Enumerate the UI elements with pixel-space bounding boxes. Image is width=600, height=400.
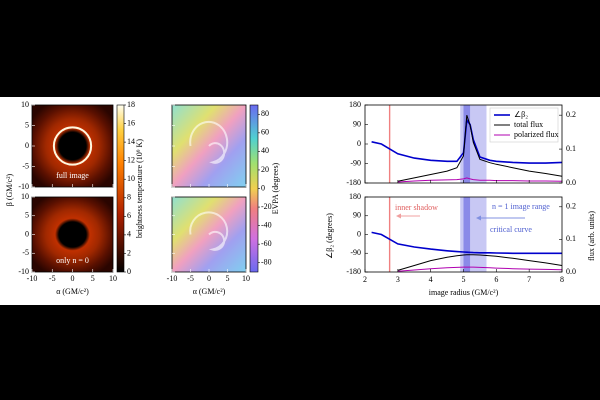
x-axis-label: α (GM/c²) — [193, 287, 226, 296]
y-tick-label: -10 — [18, 267, 29, 276]
y2-tick-label: 0.2 — [566, 110, 576, 119]
y-tick-label: 90 — [353, 119, 361, 128]
colorbar-tick-label: 12 — [127, 155, 135, 164]
image — [32, 105, 113, 187]
y-tick-label: 10 — [21, 100, 29, 109]
x-tick-label: 0 — [71, 274, 75, 283]
photon-ring — [52, 126, 93, 166]
critical-curve — [463, 105, 471, 183]
colorbar-tick-label: 4 — [127, 230, 131, 239]
series-line — [397, 266, 563, 272]
x-tick-label: 6 — [494, 275, 498, 284]
y-axis-label: β (GM/c²) — [5, 173, 14, 206]
x-tick-label: 7 — [527, 275, 531, 284]
y-tick-label: 180 — [349, 100, 361, 109]
y-tick-label: 0 — [25, 141, 29, 150]
y-tick-label: -5 — [22, 161, 29, 170]
y-tick-label: 10 — [21, 192, 29, 201]
panel-label: only n = 0 — [56, 256, 89, 265]
colorbar-tick-label: 40 — [261, 146, 269, 155]
series-line — [371, 231, 562, 255]
y-axis-label: ∠β₂ (degrees) — [325, 213, 334, 259]
y-tick-label: -10 — [18, 182, 29, 191]
y-tick-label: -180 — [346, 267, 361, 276]
colorbar-tick-label: 20 — [261, 165, 269, 174]
x-tick-label: 0 — [207, 274, 211, 283]
colorbar-tick-label: 6 — [127, 211, 131, 220]
x-tick-label: 3 — [396, 275, 400, 284]
x-tick-label: 2 — [363, 275, 367, 284]
y-tick-label: 180 — [349, 192, 361, 201]
x-tick-label: -10 — [167, 274, 178, 283]
arrow-head — [396, 213, 401, 219]
annotation: critical curve — [490, 225, 532, 234]
arrow-head — [476, 215, 481, 221]
swirl — [189, 120, 229, 164]
colorbar-tick-label: 10 — [127, 174, 135, 183]
y-tick-label: 0 — [357, 229, 361, 238]
colorbar-tick-label: 0 — [261, 183, 265, 192]
colorbar-tick-label: 16 — [127, 118, 135, 127]
x-tick-label: 8 — [560, 275, 564, 284]
colorbar-tick-label: 0 — [127, 267, 131, 276]
y-tick-label: -90 — [350, 158, 361, 167]
colorbar-tick-label: 60 — [261, 128, 269, 137]
x-tick-label: -10 — [27, 274, 38, 283]
y-tick-label: -180 — [346, 178, 361, 187]
y-tick-label: 0 — [25, 229, 29, 238]
y2-tick-label: 0.0 — [566, 178, 576, 187]
x-tick-label: 5 — [462, 275, 466, 284]
colorbar-tick-label: 2 — [127, 248, 131, 257]
series-line — [371, 118, 563, 164]
colorbar-tick-label: 80 — [261, 109, 269, 118]
y2-tick-label: 0.2 — [566, 202, 576, 211]
y-tick-label: -90 — [350, 248, 361, 257]
colorbar-tick-label: 14 — [127, 137, 135, 146]
series-line — [397, 254, 563, 271]
colorbar-tick-label: 8 — [127, 193, 131, 202]
x-tick-label: -5 — [187, 274, 194, 283]
y-tick-label: -5 — [22, 248, 29, 257]
legend-label: total flux — [514, 120, 543, 129]
colorbar-tick-label: -20 — [261, 202, 272, 211]
colorbar-tick-label: -60 — [261, 239, 272, 248]
y-tick-label: 0 — [357, 139, 361, 148]
y2-axis-label: flux (arb. units) — [587, 211, 596, 261]
y-tick-label: 90 — [353, 211, 361, 220]
x-axis-label: image radius (GM/c²) — [429, 288, 499, 297]
series-line — [397, 115, 563, 182]
legend-label: polarized flux — [514, 130, 559, 139]
annotation: inner shadow — [395, 203, 438, 212]
colorbar — [249, 104, 259, 273]
y-tick-label: 5 — [25, 211, 29, 220]
x-tick-label: 10 — [242, 274, 250, 283]
y2-tick-label: 0.0 — [566, 267, 576, 276]
y2-tick-label: 0.1 — [566, 234, 576, 243]
colorbar-tick-label: 18 — [127, 100, 135, 109]
image — [32, 197, 113, 272]
x-tick-label: 4 — [429, 275, 433, 284]
x-tick-label: 5 — [91, 274, 95, 283]
x-axis-label: α (GM/c²) — [56, 287, 89, 296]
x-tick-label: 10 — [109, 274, 117, 283]
colorbar-tick-label: -80 — [261, 258, 272, 267]
colorbar-label: brightness temperature (10⁹ K) — [135, 139, 144, 238]
y-tick-label: 5 — [25, 120, 29, 129]
swirl — [189, 211, 229, 251]
legend-label: ∠β₂ — [514, 110, 528, 119]
colorbar — [116, 104, 125, 273]
x-tick-label: 5 — [226, 274, 230, 283]
y2-tick-label: 0.1 — [566, 144, 576, 153]
critical-curve — [463, 197, 471, 272]
panel-label: full image — [56, 171, 89, 180]
annotation: n = 1 image range — [492, 202, 550, 211]
colorbar-tick-label: -40 — [261, 220, 272, 229]
colorbar-label: EVPA (degrees) — [271, 162, 280, 214]
x-tick-label: -5 — [49, 274, 56, 283]
series-line — [397, 177, 563, 183]
